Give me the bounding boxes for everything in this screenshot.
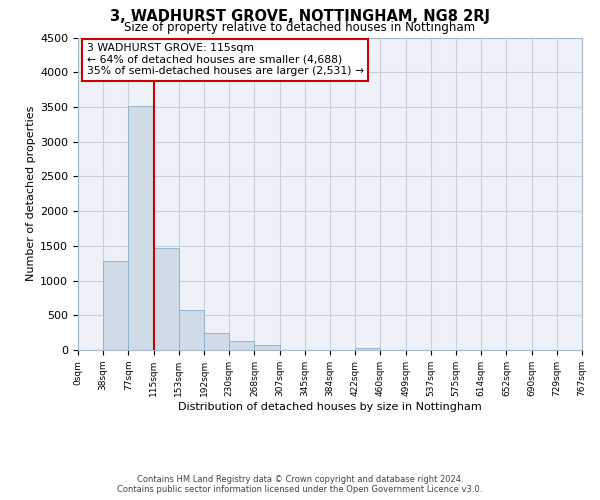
- Bar: [154, 248, 179, 350]
- Bar: [355, 348, 380, 350]
- Bar: [103, 261, 128, 350]
- Text: Contains HM Land Registry data © Crown copyright and database right 2024.
Contai: Contains HM Land Registry data © Crown c…: [118, 474, 482, 494]
- Bar: [229, 341, 254, 350]
- Text: Size of property relative to detached houses in Nottingham: Size of property relative to detached ho…: [124, 22, 476, 35]
- Text: 3, WADHURST GROVE, NOTTINGHAM, NG8 2RJ: 3, WADHURST GROVE, NOTTINGHAM, NG8 2RJ: [110, 9, 490, 24]
- Bar: [254, 345, 280, 350]
- X-axis label: Distribution of detached houses by size in Nottingham: Distribution of detached houses by size …: [178, 402, 482, 411]
- Bar: [128, 106, 154, 350]
- Text: 3 WADHURST GROVE: 115sqm
← 64% of detached houses are smaller (4,688)
35% of sem: 3 WADHURST GROVE: 115sqm ← 64% of detach…: [87, 43, 364, 76]
- Y-axis label: Number of detached properties: Number of detached properties: [26, 106, 36, 282]
- Bar: [179, 310, 204, 350]
- Bar: [204, 333, 229, 350]
